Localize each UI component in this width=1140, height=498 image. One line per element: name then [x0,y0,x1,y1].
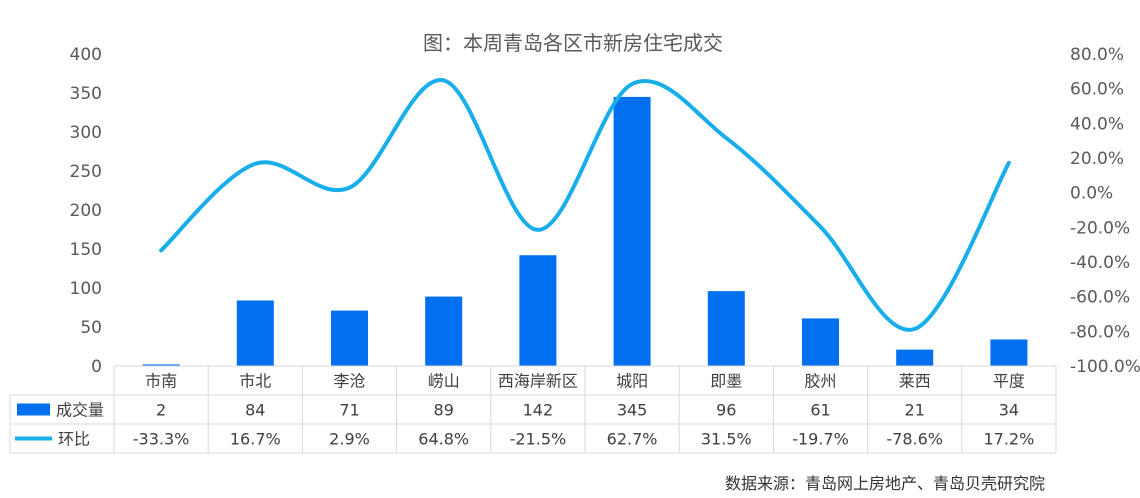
line-value-label: 31.5% [701,430,752,449]
bar-series [142,96,1028,367]
line-value-label: 17.2% [983,430,1034,449]
left-axis: 0 50 100 150 200 250 300 350 400 [70,45,102,377]
category-label: 即墨 [710,372,742,391]
bar-value-label: 345 [617,401,648,420]
right-axis: -100.0% -80.0% -60.0% -40.0% -20.0% 0.0% 20.0%… [1070,45,1140,377]
legend-line-label: 环比 [58,430,90,449]
left-tick-label: 50 [80,318,102,338]
category-label: 城阳 [616,372,648,391]
bar-4 [519,255,557,366]
bar-value-label: 34 [999,401,1019,420]
category-label: 莱西 [899,372,931,391]
line-series [159,78,1011,332]
bar-value-label: 21 [905,401,925,420]
bar-2 [331,310,368,366]
line-value-label: -21.5% [510,430,567,449]
legend-bar-swatch [17,403,50,416]
legend-bar-label: 成交量 [56,401,104,420]
line-value-label: 62.7% [607,430,658,449]
line-value-label: -33.3% [133,430,190,449]
right-tick-label: 0.0% [1070,184,1113,204]
line-value-label: 16.7% [230,430,281,449]
bar-1 [236,300,274,366]
bar-value-label: 2 [156,401,166,420]
right-tick-label: -60.0% [1070,288,1130,308]
category-label: 李沧 [333,372,365,391]
chart-title: 图：本周青岛各区市新房住宅成交 [423,31,723,55]
category-label: 平度 [993,372,1025,391]
bar-8 [896,349,934,366]
left-tick-label: 0 [91,357,102,377]
bar-6 [707,291,745,366]
line-value-label: 2.9% [329,430,370,449]
right-tick-label: -40.0% [1070,253,1130,273]
bar-7 [802,318,839,366]
left-tick-label: 250 [70,162,102,182]
left-tick-label: 350 [70,84,102,104]
left-tick-label: 150 [70,240,102,260]
bar-value-label: 61 [810,401,830,420]
bar-value-label: 84 [245,401,265,420]
category-label: 崂山 [428,372,460,391]
left-tick-label: 300 [70,123,102,143]
bar-value-label: 142 [523,401,554,420]
left-tick-label: 200 [70,201,102,221]
line-value-label: 64.8% [418,430,469,449]
right-tick-label: 20.0% [1070,149,1124,169]
category-label: 市南 [145,372,177,391]
right-tick-label: -80.0% [1070,322,1130,342]
right-tick-label: 60.0% [1070,80,1124,100]
bar-value-label: 71 [339,401,359,420]
right-tick-label: 40.0% [1070,114,1124,134]
category-label: 西海岸新区 [498,372,578,391]
right-tick-label: -20.0% [1070,218,1130,238]
left-tick-label: 400 [70,45,102,65]
bar-9 [990,339,1028,366]
bar-5 [613,96,651,367]
left-tick-label: 100 [70,279,102,299]
category-label: 胶州 [804,372,836,391]
line-path [159,78,1011,332]
bar-3 [425,296,463,366]
right-tick-label: -100.0% [1070,357,1140,377]
bar-value-label: 89 [434,401,454,420]
line-value-label: -19.7% [792,430,849,449]
bar-value-label: 96 [716,401,736,420]
line-value-label: -78.6% [886,430,943,449]
source-note: 数据来源：青岛网上房地产、青岛贝壳研究院 [725,474,1045,493]
bar-0 [142,364,180,366]
category-label: 市北 [239,372,271,391]
right-tick-label: 80.0% [1070,45,1124,65]
